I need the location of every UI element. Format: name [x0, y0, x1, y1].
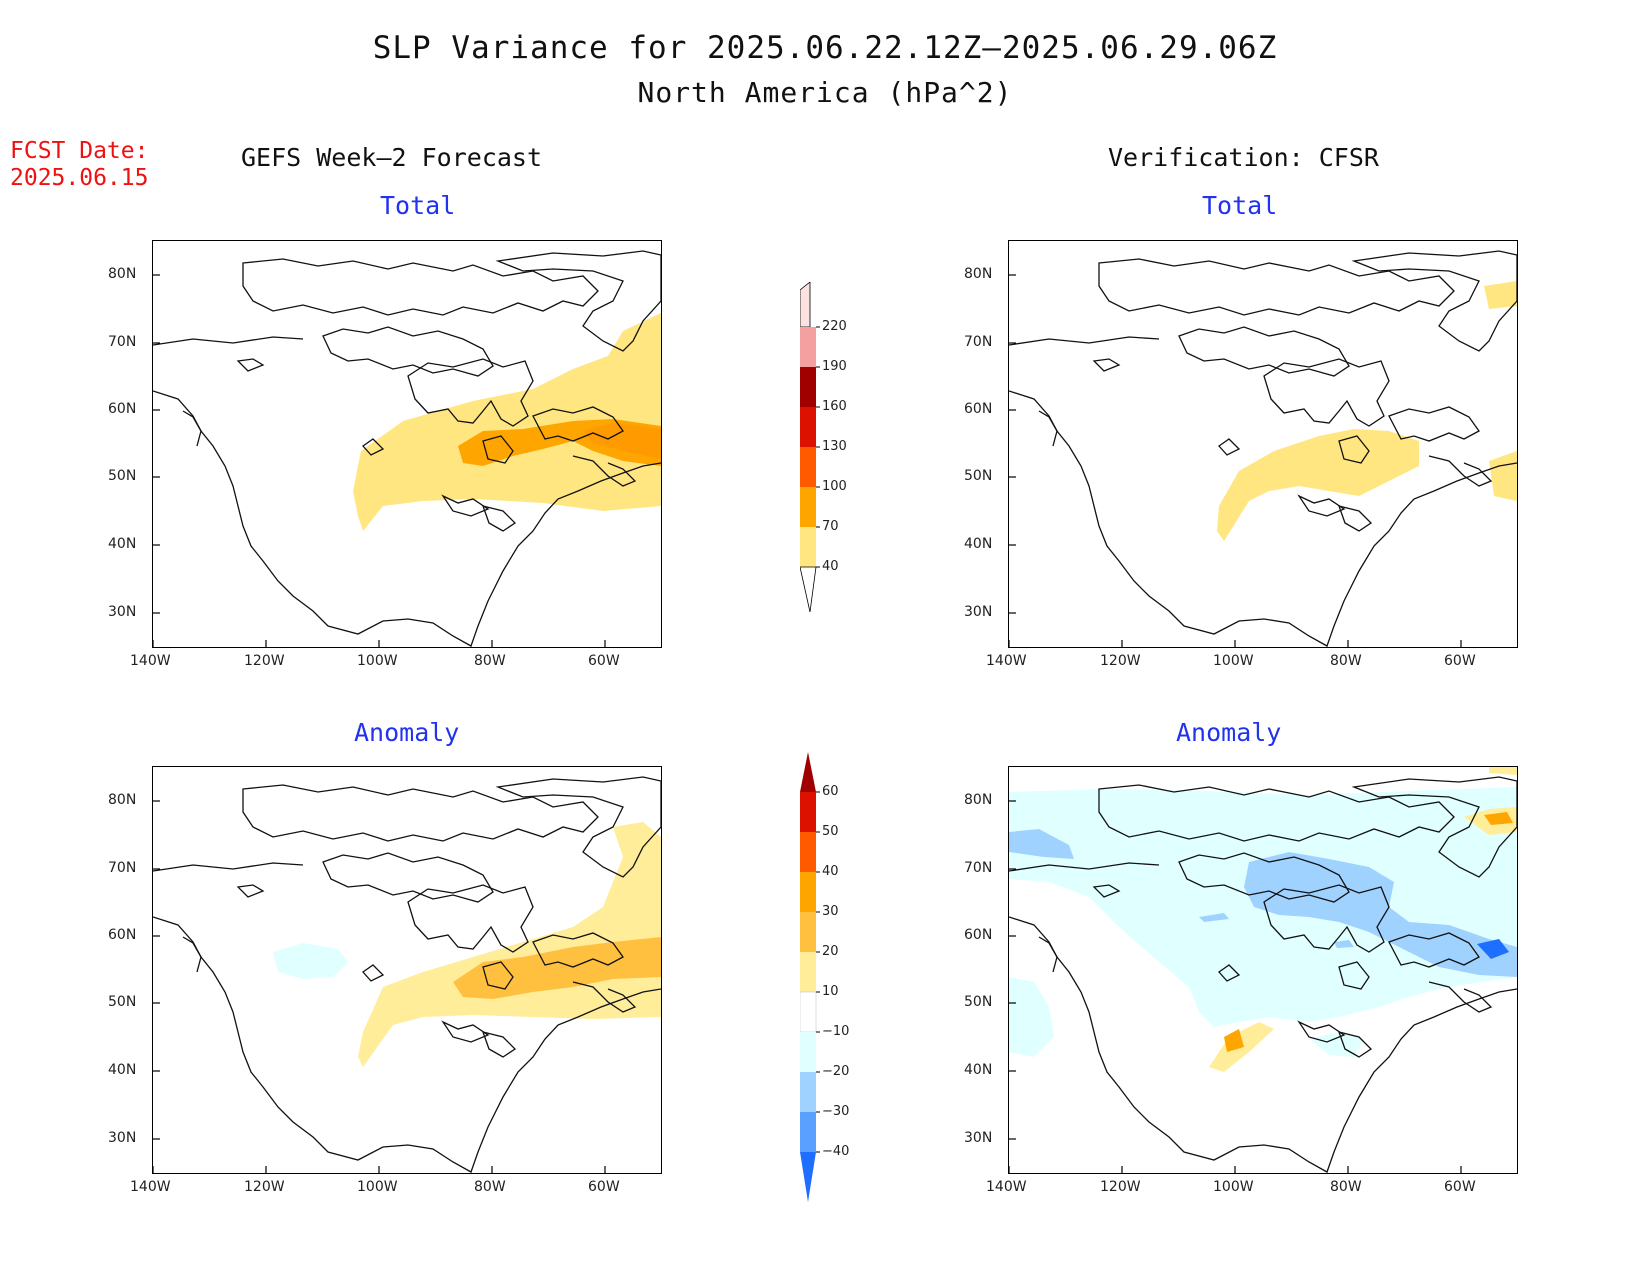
lat-tick: 60N — [108, 401, 137, 417]
colorbar-anomaly-label: 10 — [822, 984, 839, 999]
colorbar-total-band — [800, 487, 816, 527]
map-verification-total — [1008, 240, 1518, 648]
lon-tick: 140W — [130, 1179, 171, 1195]
lon-tick: 60W — [588, 653, 620, 669]
colorbar-total-label: 40 — [822, 559, 839, 574]
lat-tick: 70N — [108, 334, 137, 350]
lat-tick: 70N — [964, 334, 993, 350]
lat-tick: 50N — [108, 994, 137, 1010]
lat-tick: 60N — [108, 927, 137, 943]
colorbar-total — [800, 282, 820, 612]
colorbar-total-label: 220 — [822, 319, 847, 334]
colorbar-total-band — [800, 367, 816, 407]
colorbar-total-label: 70 — [822, 519, 839, 534]
colorbar-anomaly-band — [800, 872, 816, 912]
colorbar-anomaly-band — [800, 832, 816, 872]
lat-tick: 40N — [964, 1062, 993, 1078]
fcst-date-value: 2025.06.15 — [10, 165, 149, 191]
lon-tick: 100W — [357, 653, 398, 669]
verif-anomaly-label: Anomaly — [1176, 718, 1282, 747]
verification-column-title: Verification: CFSR — [1108, 143, 1379, 172]
lon-tick: 120W — [1100, 653, 1141, 669]
map-verification-anomaly — [1008, 766, 1518, 1174]
lat-tick: 60N — [964, 927, 993, 943]
lon-tick: 100W — [1213, 1179, 1254, 1195]
lat-tick: 50N — [964, 468, 993, 484]
lon-tick: 60W — [1444, 653, 1476, 669]
lon-tick: 80W — [474, 653, 506, 669]
lat-tick: 40N — [108, 536, 137, 552]
lat-tick: 50N — [964, 994, 993, 1010]
map-forecast-total — [152, 240, 662, 648]
lat-tick: 30N — [964, 1130, 993, 1146]
colorbar-anomaly-band — [800, 1072, 816, 1112]
lat-tick: 30N — [964, 604, 993, 620]
colorbar-total-label: 130 — [822, 439, 847, 454]
colorbar-anomaly-label: 60 — [822, 784, 839, 799]
lon-tick: 120W — [244, 653, 285, 669]
colorbar-total-band — [800, 327, 816, 367]
lat-tick: 30N — [108, 604, 137, 620]
colorbar-total-triangle-bottom — [800, 566, 817, 612]
colorbar-total-band — [800, 447, 816, 487]
lon-tick: 140W — [130, 653, 171, 669]
lat-tick: 70N — [108, 860, 137, 876]
forecast-anomaly-label: Anomaly — [354, 718, 460, 747]
lon-tick: 140W — [986, 653, 1027, 669]
forecast-total-label: Total — [380, 191, 456, 220]
colorbar-anomaly-label: −40 — [822, 1144, 850, 1159]
colorbar-anomaly-band — [800, 792, 816, 832]
lat-tick: 80N — [108, 266, 137, 282]
fcst-date-label: FCST Date: — [10, 138, 149, 164]
colorbar-anomaly-band — [800, 1032, 816, 1072]
lon-tick: 80W — [1330, 653, 1362, 669]
colorbar-anomaly-label: −10 — [822, 1024, 850, 1039]
lat-tick: 70N — [964, 860, 993, 876]
lat-tick: 50N — [108, 468, 137, 484]
colorbar-total-label: 190 — [822, 359, 847, 374]
colorbar-anomaly — [800, 752, 820, 1202]
colorbar-anomaly-label: 20 — [822, 944, 839, 959]
lat-tick: 80N — [964, 792, 993, 808]
colorbar-total-label: 100 — [822, 479, 847, 494]
lat-tick: 80N — [108, 792, 137, 808]
forecast-column-title: GEFS Week–2 Forecast — [241, 143, 543, 172]
lat-tick: 30N — [108, 1130, 137, 1146]
colorbar-anomaly-label: −30 — [822, 1104, 850, 1119]
colorbar-total-label: 160 — [822, 399, 847, 414]
lon-tick: 80W — [1330, 1179, 1362, 1195]
colorbar-anomaly-label: −20 — [822, 1064, 850, 1079]
colorbar-anomaly-band — [800, 991, 817, 1033]
lat-tick: 40N — [108, 1062, 137, 1078]
colorbar-anomaly-triangle-top — [800, 752, 816, 792]
map-forecast-anomaly — [152, 766, 662, 1174]
colorbar-anomaly-triangle-bottom — [800, 1152, 816, 1202]
lon-tick: 120W — [1100, 1179, 1141, 1195]
lon-tick: 100W — [357, 1179, 398, 1195]
colorbar-anomaly-band — [800, 912, 816, 952]
lat-tick: 60N — [964, 401, 993, 417]
main-title: SLP Variance for 2025.06.22.12Z–2025.06.… — [372, 30, 1278, 66]
colorbar-total-band — [800, 527, 816, 567]
lat-tick: 80N — [964, 266, 993, 282]
lon-tick: 140W — [986, 1179, 1027, 1195]
forecast-date-block: FCST Date: 2025.06.15 — [10, 138, 190, 192]
colorbar-anomaly-label: 40 — [822, 864, 839, 879]
colorbar-anomaly-band — [800, 952, 816, 992]
verif-total-label: Total — [1202, 191, 1278, 220]
lon-tick: 60W — [588, 1179, 620, 1195]
lon-tick: 80W — [474, 1179, 506, 1195]
colorbar-anomaly-label: 30 — [822, 904, 839, 919]
lat-tick: 40N — [964, 536, 993, 552]
lon-tick: 100W — [1213, 653, 1254, 669]
colorbar-total-triangle-top — [800, 282, 811, 328]
lon-tick: 120W — [244, 1179, 285, 1195]
lon-tick: 60W — [1444, 1179, 1476, 1195]
colorbar-total-band — [800, 407, 816, 447]
colorbar-anomaly-band — [800, 1112, 816, 1152]
main-subtitle: North America (hPa^2) — [637, 76, 1013, 109]
colorbar-anomaly-label: 50 — [822, 824, 839, 839]
